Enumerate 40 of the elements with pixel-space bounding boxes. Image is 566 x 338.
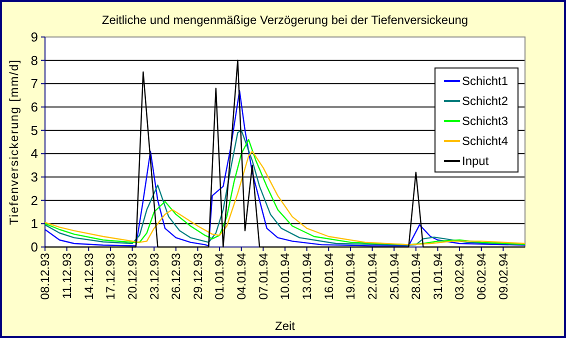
y-tick-label: 1 [30,216,38,232]
x-tick-label: 14.12.93 [82,252,96,300]
x-tick-label: 20.12.93 [125,252,140,300]
x-tick-label: 25.01.94 [387,252,402,300]
x-tick-label: 26.12.93 [169,252,184,300]
y-tick-label: 3 [30,170,38,185]
x-tick-label: 23.12.93 [147,252,162,300]
x-axis-title: Zeit [274,319,296,333]
y-axis-title: Tiefenversickerung [mm/d] [7,59,21,225]
legend-label: Schicht4 [462,134,508,148]
y-tick-label: 9 [30,30,38,45]
x-tick-label: 29.12.93 [190,252,205,300]
x-tick-label: 22.01.94 [365,252,380,300]
legend-label: Input [462,154,490,168]
x-tick-label: 07.01.94 [256,252,270,300]
x-tick-label: 03.02.94 [452,252,467,300]
chart-title: Zeitliche und mengenmäßige Verzögerung bei der Tiefenversickeung [102,13,468,27]
legend-label: Schicht1 [462,74,508,88]
x-tick-label: 01.01.94 [212,252,227,300]
x-tick-label: 13.01.94 [300,252,314,300]
x-tick-label: 10.01.94 [278,252,292,300]
x-tick-label: 17.12.93 [104,252,118,300]
x-tick-label: 09.02.94 [496,252,510,300]
y-tick-label: 8 [30,52,38,68]
y-tick-label: 6 [30,100,38,115]
y-tick-label: 5 [30,122,38,138]
x-tick-label: 28.01.94 [409,252,424,300]
x-tick-label: 04.01.94 [234,252,249,300]
x-tick-label: 31.01.94 [430,252,445,300]
x-tick-label: 11.12.93 [60,252,74,299]
x-tick-label: 06.02.94 [474,252,489,300]
legend-label: Schicht3 [462,114,508,128]
y-tick-label: 7 [30,76,38,92]
x-tick-label: 08.12.93 [38,252,52,300]
y-tick-label: 2 [30,192,38,208]
y-tick-label: 4 [30,146,38,162]
legend-label: Schicht2 [462,94,508,108]
x-tick-label: 19.01.94 [344,252,358,300]
y-tick-label: 0 [30,240,38,255]
x-tick-label: 16.01.94 [322,252,336,300]
